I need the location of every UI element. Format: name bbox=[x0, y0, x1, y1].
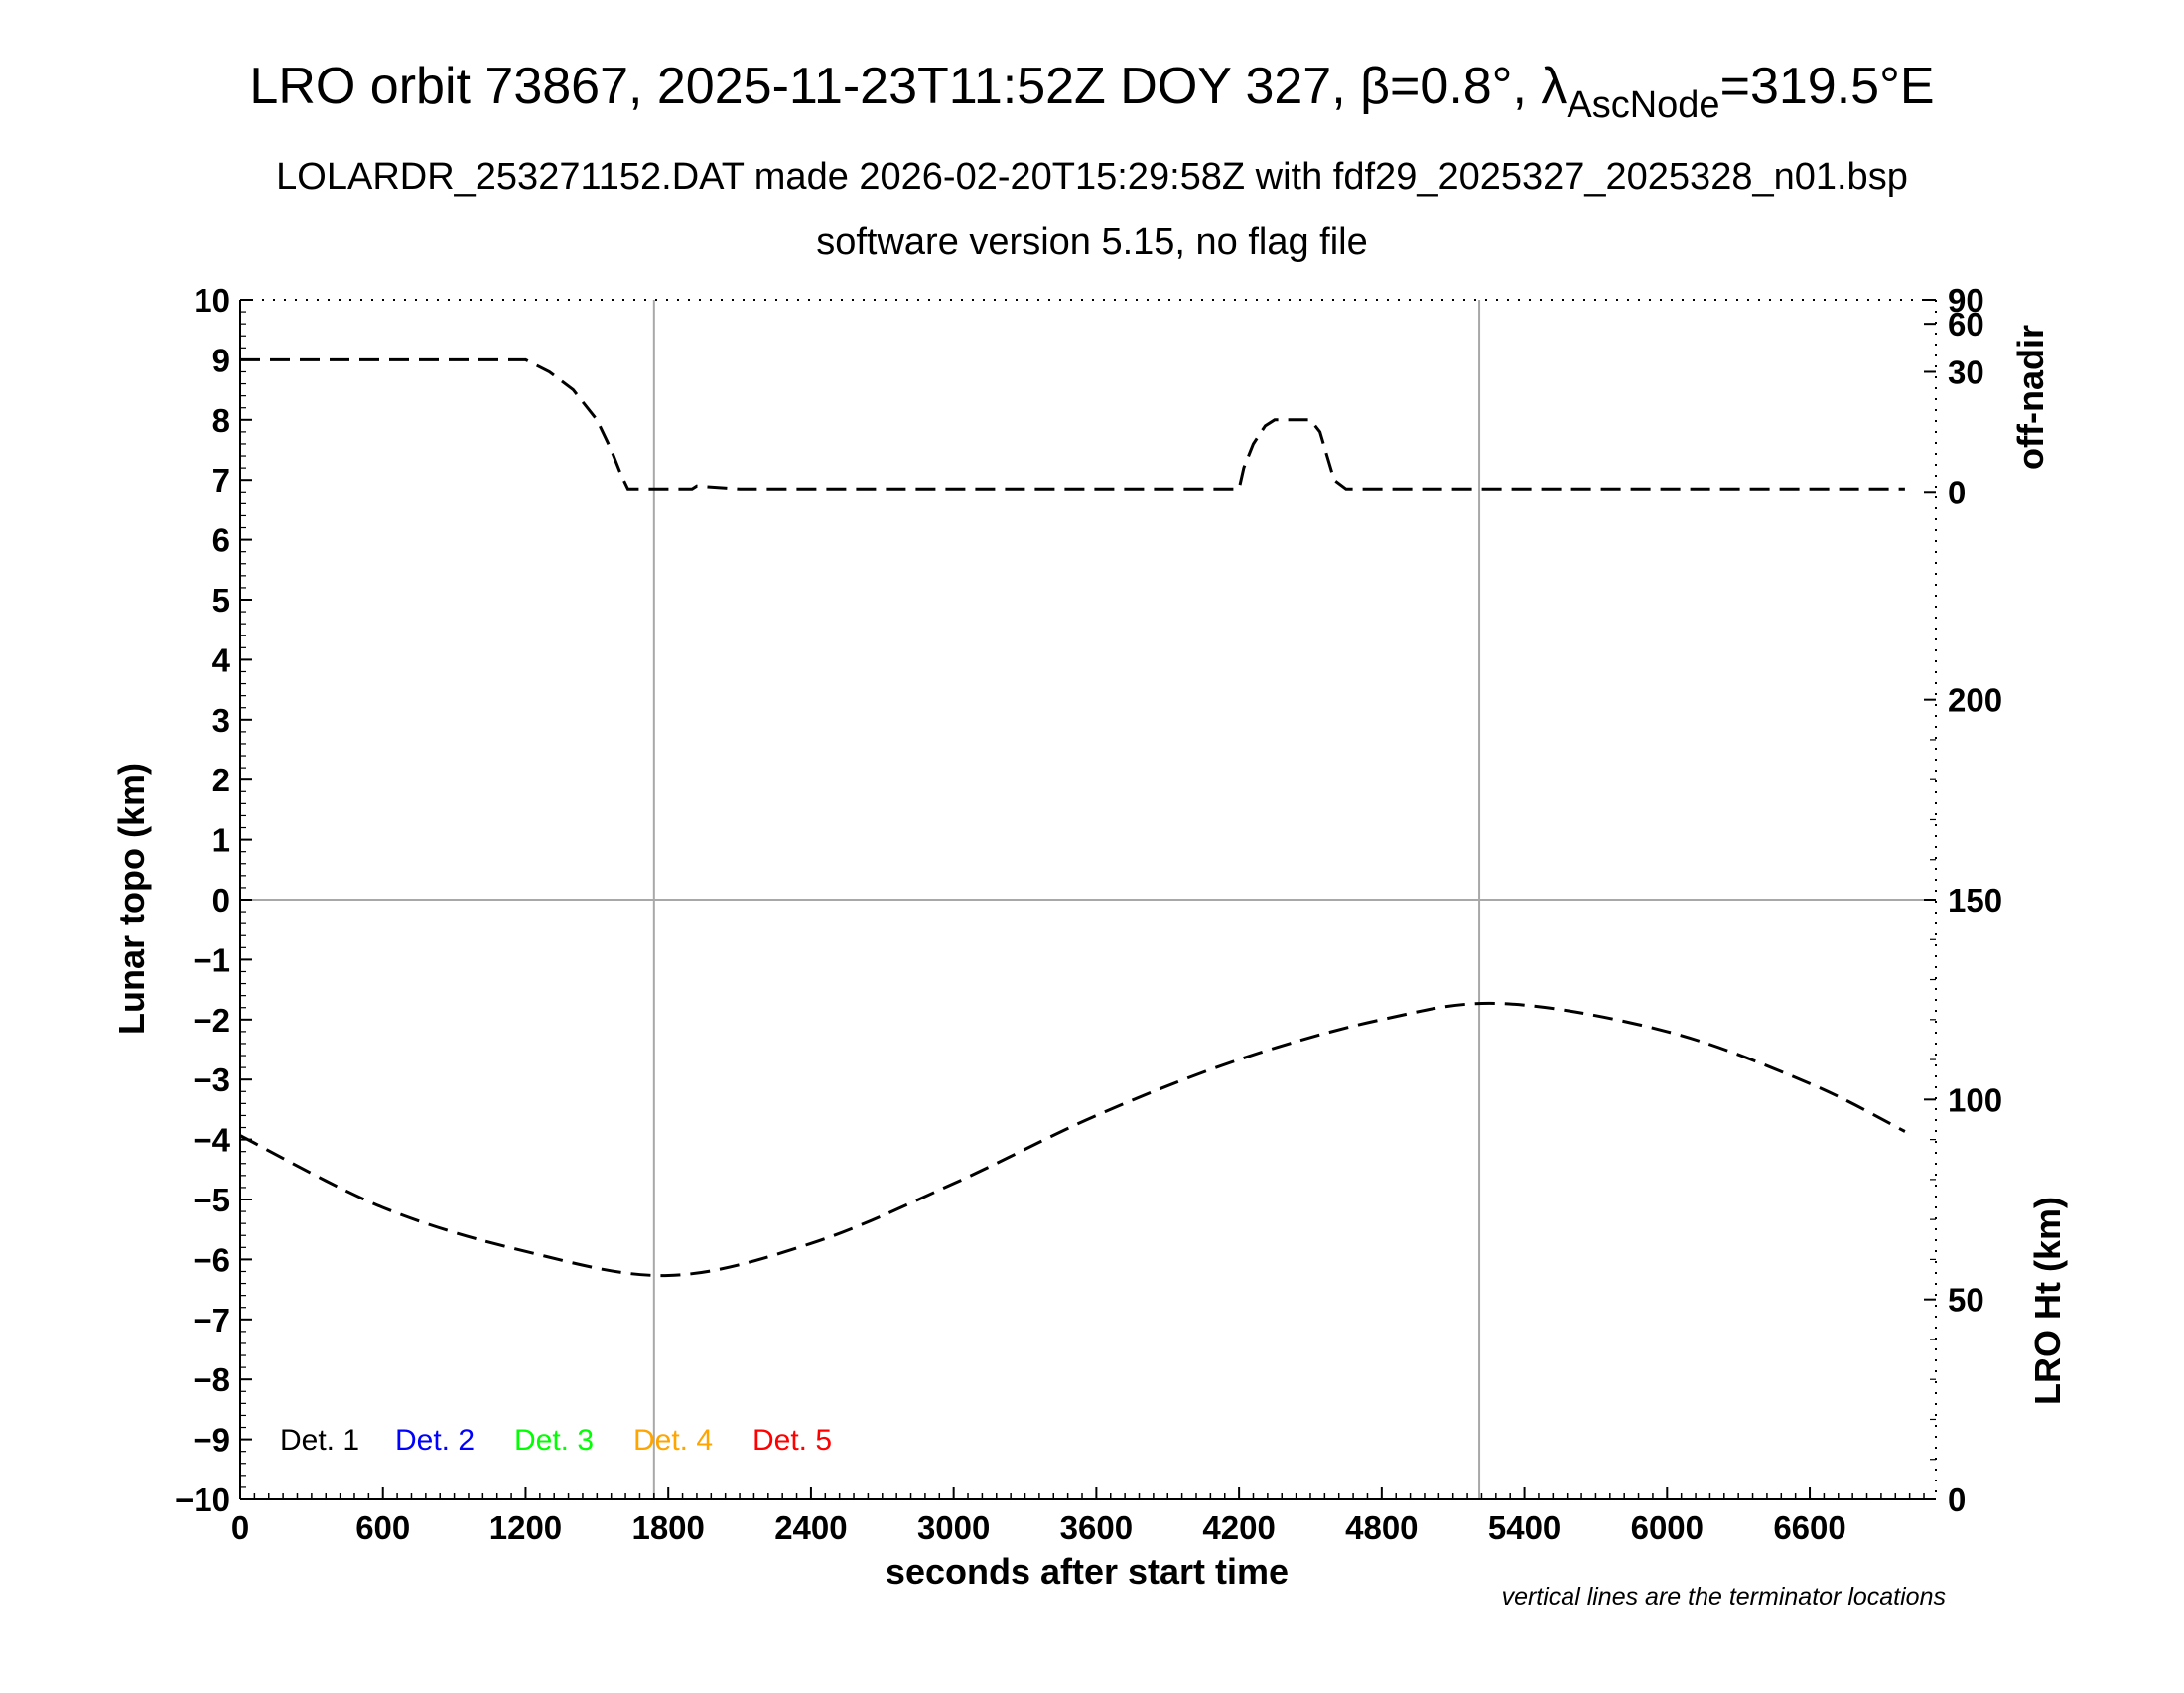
x-tick-label: 3600 bbox=[1060, 1509, 1133, 1546]
legend-item-det-4: Det. 4 bbox=[633, 1424, 713, 1457]
y-axis-label-left: Lunar topo (km) bbox=[111, 763, 152, 1035]
y-left-tick-label: −2 bbox=[193, 1002, 230, 1039]
y-left-tick-label: −4 bbox=[193, 1122, 230, 1159]
off-nadir-series-line bbox=[240, 357, 1905, 491]
y-left-tick-label: −9 bbox=[193, 1422, 230, 1459]
y-left-tick-label: 9 bbox=[212, 342, 230, 378]
lro-ht-tick-label: 200 bbox=[1948, 682, 2002, 719]
legend-item-det-1: Det. 1 bbox=[280, 1424, 359, 1457]
x-tick-label: 3000 bbox=[917, 1509, 990, 1546]
y-left-tick-label: 2 bbox=[212, 762, 230, 798]
y-left-tick-label: 3 bbox=[212, 702, 230, 739]
data-series bbox=[239, 357, 1906, 1278]
y-axis-label-lro-ht: LRO Ht (km) bbox=[2027, 1197, 2068, 1405]
x-tick-label: 1800 bbox=[631, 1509, 704, 1546]
lro-ht-tick-label: 150 bbox=[1948, 882, 2002, 918]
legend-item-det-5: Det. 5 bbox=[752, 1424, 832, 1457]
lro-ht-tick-label: 0 bbox=[1948, 1481, 1966, 1518]
y-left-tick-label: −7 bbox=[193, 1302, 230, 1339]
x-tick-label: 0 bbox=[231, 1509, 249, 1546]
y-left-tick-label: 8 bbox=[212, 402, 230, 439]
grid-lines bbox=[240, 300, 1936, 1499]
y-left-tick-label: −8 bbox=[193, 1361, 230, 1398]
legend-item-det-2: Det. 2 bbox=[395, 1424, 475, 1457]
y-left-tick-label: −6 bbox=[193, 1241, 230, 1278]
y-left-tick-label: 0 bbox=[212, 882, 230, 918]
legend: Det. 1 Det. 2 Det. 3 Det. 4 Det. 5 bbox=[280, 1424, 832, 1457]
chart-subtitle-1: LOLARDR_253271152.DAT made 2026-02-20T15… bbox=[276, 156, 1908, 198]
chart-subtitle-2: software version 5.15, no flag file bbox=[816, 221, 1368, 263]
y-left-tick-label: 1 bbox=[212, 822, 230, 859]
y-left-tick-label: 6 bbox=[212, 522, 230, 559]
y-left-tick-label: −1 bbox=[193, 941, 230, 978]
x-tick-label: 600 bbox=[355, 1509, 410, 1546]
x-tick-label: 6600 bbox=[1773, 1509, 1845, 1546]
x-tick-label: 2400 bbox=[774, 1509, 847, 1546]
x-tick-label: 4800 bbox=[1345, 1509, 1418, 1546]
y-axis-label-off-nadir: off-nadir bbox=[2010, 325, 2051, 470]
chart-title: LRO orbit 73867, 2025-11-23T11:52Z DOY 3… bbox=[249, 58, 1934, 126]
y-left-tick-label: −10 bbox=[175, 1481, 230, 1518]
x-tick-label: 5400 bbox=[1488, 1509, 1561, 1546]
tick-labels: 0 600 1200 1800 2400 3000 3600 4200 4800 5400 6000… bbox=[175, 282, 2002, 1546]
x-tick-label: 6000 bbox=[1631, 1509, 1704, 1546]
off-nadir-tick-label: 90 bbox=[1948, 282, 1984, 319]
footnote: vertical lines are the terminator locati… bbox=[1502, 1583, 1946, 1611]
y-left-tick-label: 10 bbox=[194, 282, 230, 319]
legend-item-det-3: Det. 3 bbox=[514, 1424, 594, 1457]
x-tick-label: 4200 bbox=[1202, 1509, 1275, 1546]
off-nadir-tick-label: 60 bbox=[1948, 306, 1984, 343]
off-nadir-tick-label: 30 bbox=[1948, 353, 1984, 390]
lro-ht-series-line bbox=[239, 1001, 1906, 1278]
lro-ht-tick-label: 50 bbox=[1948, 1282, 1984, 1319]
x-tick-label: 1200 bbox=[489, 1509, 562, 1546]
y-left-tick-label: 5 bbox=[212, 582, 230, 619]
x-axis-label: seconds after start time bbox=[886, 1551, 1289, 1592]
axes bbox=[239, 299, 1937, 1500]
y-left-tick-label: 4 bbox=[212, 641, 231, 678]
lro-ht-tick-label: 100 bbox=[1948, 1081, 2002, 1118]
y-left-tick-label: −5 bbox=[193, 1182, 230, 1218]
off-nadir-tick-label: 0 bbox=[1948, 474, 1966, 510]
y-left-tick-label: −3 bbox=[193, 1061, 230, 1098]
y-left-tick-label: 7 bbox=[212, 462, 230, 498]
